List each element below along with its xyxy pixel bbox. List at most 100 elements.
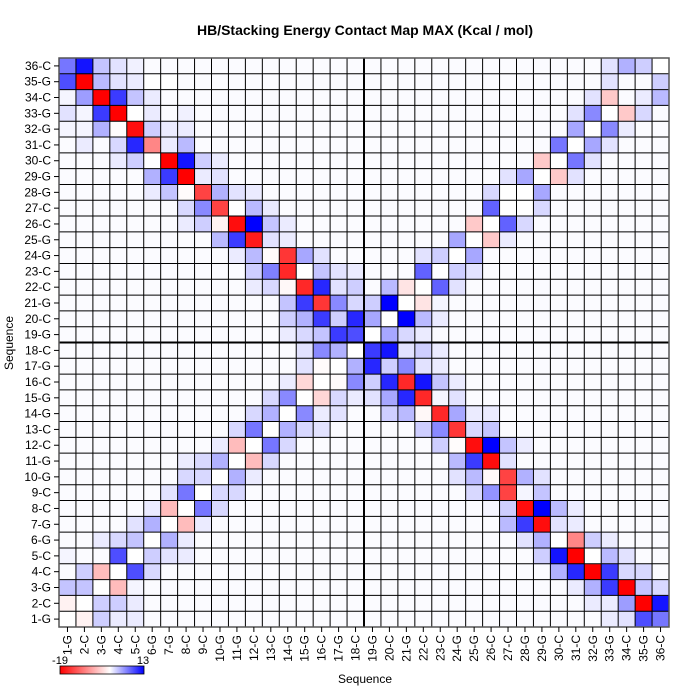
heatmap-cell <box>482 437 500 454</box>
heatmap-cell <box>550 532 568 549</box>
heatmap-cell <box>533 137 551 154</box>
heatmap-cell <box>448 516 466 533</box>
heatmap-cell <box>364 310 382 327</box>
heatmap-cell <box>499 611 517 628</box>
x-tick-label: 30-C <box>552 635 566 661</box>
heatmap-cell <box>414 547 433 565</box>
heatmap-cell <box>143 500 161 517</box>
heatmap-cell <box>465 231 483 248</box>
x-tick-label: 21-G <box>399 635 413 662</box>
heatmap-cell <box>397 247 416 264</box>
heatmap-cell <box>465 200 483 217</box>
heatmap-cell <box>279 611 297 628</box>
heatmap-cell <box>550 500 568 517</box>
heatmap-cell <box>59 247 77 264</box>
heatmap-cell <box>75 389 94 407</box>
heatmap-cell <box>652 200 670 217</box>
heatmap-cell <box>635 547 653 565</box>
heatmap-cell <box>516 89 534 106</box>
heatmap-cell <box>194 405 212 422</box>
heatmap-cell <box>109 231 128 248</box>
heatmap-cell <box>228 516 246 533</box>
heatmap-cell <box>177 389 195 407</box>
heatmap-cell <box>567 358 585 375</box>
heatmap-cell <box>59 137 77 154</box>
heatmap-cell <box>550 468 568 486</box>
heatmap-cell <box>465 184 483 201</box>
heatmap-cell <box>618 484 636 501</box>
heatmap-cell <box>533 121 551 138</box>
heatmap-cell <box>465 437 483 454</box>
heatmap-cell <box>347 73 365 90</box>
heatmap-cell <box>228 168 246 185</box>
heatmap-cell <box>431 453 450 470</box>
heatmap-cell <box>160 579 178 596</box>
heatmap-cell <box>228 137 246 154</box>
heatmap-cell <box>228 358 246 375</box>
x-tick-label: 35-G <box>637 635 651 662</box>
heatmap-cell <box>296 484 314 501</box>
heatmap-cell <box>652 89 670 106</box>
heatmap-cell <box>364 121 382 138</box>
heatmap-cell <box>211 500 229 517</box>
heatmap-cell <box>330 279 348 296</box>
heatmap-cell <box>160 121 178 138</box>
y-tick-label: 28-G <box>24 185 51 199</box>
heatmap-cell <box>211 58 229 75</box>
heatmap-cell <box>465 453 483 470</box>
heatmap-cell <box>177 279 195 296</box>
heatmap-cell <box>177 358 195 375</box>
heatmap-cell <box>75 484 94 501</box>
heatmap-cell <box>431 484 450 501</box>
heatmap-cell <box>397 532 416 549</box>
heatmap-cell <box>635 405 653 422</box>
heatmap-cell <box>618 579 636 596</box>
heatmap-cell <box>584 595 602 612</box>
heatmap-cell <box>75 121 94 138</box>
heatmap-cell <box>533 200 551 217</box>
heatmap-cell <box>550 58 568 75</box>
heatmap-cell <box>533 89 551 106</box>
heatmap-cell <box>279 310 297 327</box>
heatmap-cell <box>194 484 212 501</box>
heatmap-cell <box>652 358 670 375</box>
heatmap-cell <box>75 216 94 233</box>
heatmap-cell <box>448 105 466 122</box>
heatmap-cell <box>601 405 619 422</box>
heatmap-cell <box>296 200 314 217</box>
heatmap-cell <box>296 421 314 438</box>
heatmap-cell <box>262 184 280 201</box>
heatmap-cell <box>109 121 128 138</box>
y-tick-label: 25-G <box>24 233 51 247</box>
heatmap-cell <box>228 547 246 565</box>
x-tick-label: 33-G <box>603 635 617 662</box>
heatmap-cell <box>330 73 348 90</box>
heatmap-cell <box>109 421 128 438</box>
heatmap-cell <box>262 168 280 185</box>
heatmap-cell <box>465 310 483 327</box>
heatmap-cell <box>194 216 212 233</box>
heatmap-cell <box>330 168 348 185</box>
heatmap-cell <box>211 437 229 454</box>
heatmap-cell <box>347 121 365 138</box>
heatmap-cell <box>584 326 602 343</box>
heatmap-cell <box>465 58 483 75</box>
heatmap-cell <box>59 326 77 343</box>
heatmap-cell <box>194 500 212 517</box>
heatmap-cell <box>431 295 450 312</box>
heatmap-cell <box>431 137 450 154</box>
heatmap-cell <box>92 168 111 185</box>
heatmap-cell <box>211 231 229 248</box>
heatmap-cell <box>567 263 585 280</box>
heatmap-cell <box>211 595 229 612</box>
heatmap-cell <box>652 563 670 580</box>
heatmap-cell <box>211 389 229 407</box>
heatmap-cell <box>160 453 178 470</box>
heatmap-cell <box>143 437 161 454</box>
heatmap-cell <box>414 152 433 169</box>
heatmap-cell <box>448 231 466 248</box>
x-tick-label: 3-G <box>94 635 108 655</box>
heatmap-cell <box>211 405 229 422</box>
heatmap-cell <box>550 516 568 533</box>
heatmap-cell <box>194 437 212 454</box>
